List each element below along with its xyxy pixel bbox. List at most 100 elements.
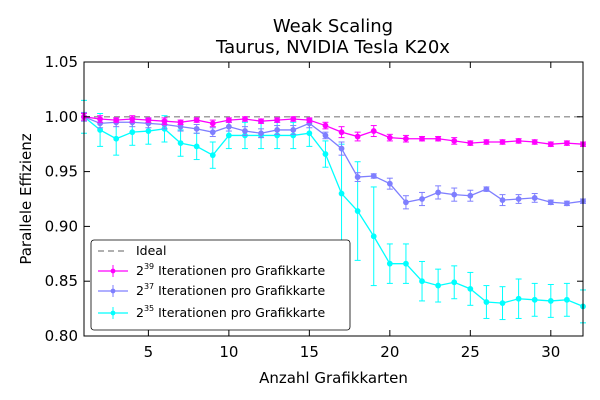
x-tick-label: 5	[144, 343, 154, 361]
series-layer	[81, 99, 586, 324]
data-point	[145, 128, 152, 134]
data-point	[338, 145, 345, 152]
data-point	[258, 130, 264, 137]
y-axis-label: Parallele Effizienz	[17, 133, 35, 264]
data-point	[403, 135, 409, 142]
data-point	[225, 132, 232, 139]
data-point	[403, 260, 409, 267]
data-point	[451, 279, 458, 286]
y-tick-label: 0.80	[45, 327, 78, 345]
series-line	[83, 116, 584, 145]
data-point	[515, 196, 522, 202]
data-point	[435, 189, 442, 196]
legend-exponent: 37	[144, 282, 154, 291]
data-point	[113, 135, 120, 142]
data-point	[451, 191, 458, 198]
y-tick-label: 0.85	[45, 272, 78, 290]
data-point	[322, 151, 329, 157]
data-point	[564, 140, 570, 147]
data-point	[435, 282, 442, 289]
y-tick-label: 1.05	[45, 53, 78, 71]
data-point	[145, 117, 152, 123]
legend-rest: Iterationen pro Grafikkarte	[154, 283, 325, 298]
data-point	[306, 130, 313, 137]
data-point	[129, 116, 136, 122]
data-point	[193, 117, 200, 123]
data-point	[483, 139, 490, 145]
data-point	[354, 208, 361, 214]
legend-series-label: 237 Iterationen pro Grafikkarte	[136, 282, 325, 298]
data-point	[547, 141, 554, 148]
legend-swatch-marker	[110, 268, 116, 274]
series-2	[81, 111, 586, 210]
data-point	[370, 233, 377, 240]
x-tick-label: 10	[219, 343, 238, 361]
data-point	[258, 118, 264, 125]
data-point	[547, 298, 554, 304]
chart-subtitle: Taurus, NVIDIA Tesla K20x	[215, 37, 450, 58]
legend-rest: Iterationen pro Grafikkarte	[154, 305, 325, 320]
data-point	[354, 133, 361, 140]
legend-series-label: 239 Iterationen pro Grafikkarte	[136, 262, 325, 278]
x-axis-label: Anzahl Grafikkarten	[259, 369, 408, 387]
data-point	[435, 135, 442, 142]
plot-frame	[83, 61, 584, 337]
legend-swatch-marker	[110, 310, 116, 316]
data-point	[386, 180, 393, 187]
legend-rest: Iterationen pro Grafikkarte	[154, 263, 325, 278]
data-point	[242, 128, 248, 134]
data-point	[419, 278, 425, 285]
y-tick-label: 0.95	[45, 163, 78, 181]
legend-exponent: 39	[144, 262, 154, 271]
data-point	[419, 196, 425, 202]
data-point	[386, 134, 393, 141]
data-point	[129, 129, 136, 136]
data-point	[386, 260, 393, 267]
data-point	[531, 195, 538, 201]
data-point	[499, 300, 506, 307]
data-point	[515, 295, 522, 302]
data-point	[419, 135, 425, 142]
data-point	[177, 119, 184, 126]
data-point	[564, 296, 570, 303]
data-point	[274, 117, 281, 123]
data-point	[483, 299, 490, 305]
data-point	[531, 139, 538, 145]
data-point	[209, 120, 216, 127]
legend-swatch-marker	[110, 288, 116, 294]
legend-base: 2	[136, 283, 144, 298]
data-point	[564, 200, 570, 207]
data-point	[515, 138, 522, 144]
data-point	[225, 117, 232, 123]
data-point	[97, 127, 103, 133]
data-point	[467, 192, 474, 199]
data-point	[338, 190, 345, 197]
data-point	[290, 116, 297, 122]
legend-box	[90, 239, 351, 331]
data-point	[193, 125, 200, 132]
data-point	[322, 132, 329, 139]
data-point	[242, 116, 248, 122]
chart-title: Weak Scaling	[273, 16, 393, 37]
data-point	[161, 118, 168, 125]
data-point	[113, 117, 120, 123]
x-tick-label: 30	[541, 343, 560, 361]
legend-ideal-label: Ideal	[136, 243, 166, 258]
legend-base: 2	[136, 305, 144, 320]
y-tick-label: 1.00	[45, 108, 78, 126]
x-tick-label: 25	[461, 343, 480, 361]
x-tick-label: 15	[300, 343, 319, 361]
legend-series-label: 235 Iterationen pro Grafikkarte	[136, 304, 325, 320]
data-point	[274, 127, 281, 133]
data-point	[322, 122, 329, 129]
series-1	[81, 113, 586, 148]
legend-exponent: 35	[144, 304, 154, 313]
data-point	[547, 199, 554, 206]
data-point	[209, 129, 216, 136]
data-point	[370, 173, 377, 179]
data-point	[225, 123, 232, 130]
data-point	[499, 197, 506, 203]
